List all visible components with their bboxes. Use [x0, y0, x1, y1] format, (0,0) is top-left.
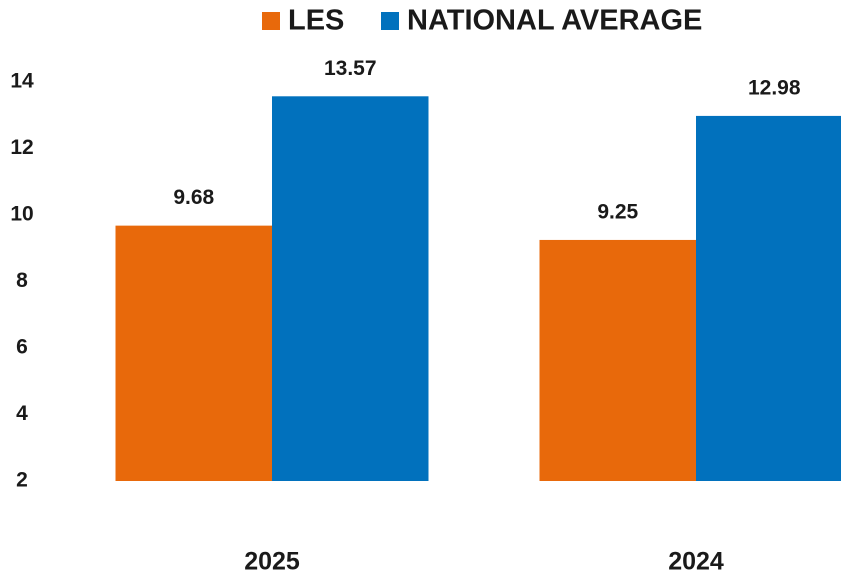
- y-tick-label: 6: [16, 336, 28, 359]
- y-tick-label: 4: [16, 402, 28, 425]
- y-tick-label: 14: [10, 70, 34, 93]
- value-label: 9.68: [173, 186, 214, 209]
- value-label: 12.98: [748, 76, 801, 99]
- legend-label: LES: [288, 5, 344, 37]
- value-label: 13.57: [324, 57, 377, 80]
- legend-label: NATIONAL AVERAGE: [407, 5, 702, 37]
- bar: [115, 225, 272, 481]
- x-tick-label: 2025: [244, 548, 300, 576]
- bar: [272, 96, 429, 482]
- x-tick-label: 2024: [668, 548, 724, 576]
- y-tick-label: 10: [10, 203, 33, 226]
- y-tick-label: 2: [16, 469, 28, 492]
- legend-swatch: [381, 12, 399, 30]
- bar: [696, 115, 841, 481]
- y-tick-label: 8: [16, 269, 28, 292]
- legend-swatch: [262, 12, 280, 30]
- bar: [539, 239, 696, 481]
- y-tick-label: 12: [10, 136, 33, 159]
- value-label: 9.25: [597, 200, 638, 223]
